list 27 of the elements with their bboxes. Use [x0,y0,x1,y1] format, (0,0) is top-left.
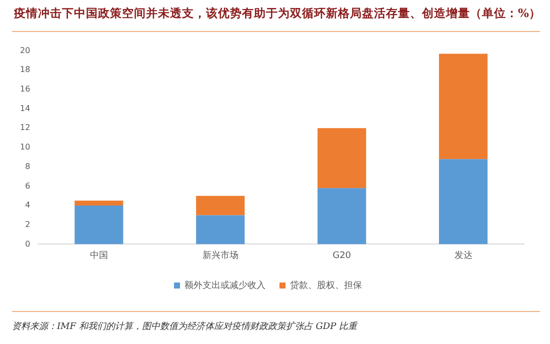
bar [318,188,366,244]
bar [74,200,124,206]
legend-label: 贷款、股权、担保 [290,280,362,291]
y-tick-label: 8 [25,162,30,171]
bar [438,54,488,160]
bar [74,206,124,244]
chart-title: 疫情冲击下中国政策空间并未透支，该优势有助于为双循环新格局盘活存量、创造增量（单位：%） [14,6,541,21]
bar [438,159,488,244]
y-tick-label: 16 [20,84,30,94]
y-tick-label: 20 [20,46,30,55]
y-tick-label: 0 [25,239,30,248]
y-tick-label: 6 [25,181,30,190]
y-tick-label: 18 [20,65,30,74]
text: 资料来源：IMF 和我们的计算，图中数值为经济体应对疫情财政政策扩张占 GDP 比重 [12,320,358,333]
y-tick-label: 4 [25,200,30,210]
x-tick-label: G20 [332,250,352,261]
y-tick-label: 12 [20,123,30,132]
x-tick-label: 发达 [454,250,472,261]
bar [318,128,366,188]
bar [196,196,245,216]
y-tick-label: 2 [25,220,30,229]
y-tick-label: 10 [20,142,30,152]
y-tick-label: 14 [20,104,30,113]
x-tick-label: 中国 [90,250,108,261]
bar [196,215,245,244]
x-tick-label: 新兴市场 [202,250,238,261]
legend-label: 额外支出或减少收入 [184,280,266,291]
